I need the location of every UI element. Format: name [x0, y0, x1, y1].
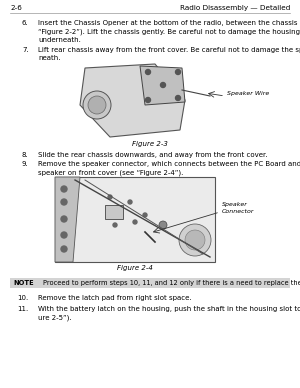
Text: Figure 2-3: Figure 2-3 [132, 141, 168, 147]
Circle shape [128, 200, 132, 204]
Circle shape [146, 69, 151, 74]
Circle shape [61, 216, 67, 222]
Text: Speaker Wire: Speaker Wire [227, 90, 269, 95]
Circle shape [176, 69, 181, 74]
Circle shape [176, 95, 181, 100]
Bar [55, 177, 215, 262]
Circle shape [159, 221, 167, 229]
Circle shape [160, 83, 166, 88]
Text: Slide the rear chassis downwards, and away from the front cover.: Slide the rear chassis downwards, and aw… [38, 152, 268, 158]
Text: Remove the latch pad from right slot space.: Remove the latch pad from right slot spa… [38, 295, 192, 301]
Circle shape [61, 232, 67, 238]
Text: 8.: 8. [22, 152, 29, 158]
Circle shape [61, 186, 67, 192]
Text: Speaker
Connector: Speaker Connector [222, 203, 254, 214]
Circle shape [146, 97, 151, 102]
Circle shape [133, 220, 137, 224]
Text: 11.: 11. [17, 306, 28, 312]
Bar [105, 205, 123, 219]
Circle shape [83, 91, 111, 119]
Text: 2-6: 2-6 [10, 5, 22, 11]
Circle shape [61, 246, 67, 252]
Text: Remove the speaker connector, which connects between the PC Board and the intern: Remove the speaker connector, which conn… [38, 161, 300, 175]
Polygon shape [55, 177, 80, 262]
Text: Proceed to perform steps 10, 11, and 12 only if there is a need to replace the l: Proceed to perform steps 10, 11, and 12 … [43, 280, 300, 286]
Text: Lift rear chassis away from the front cover. Be careful not to damage the speake: Lift rear chassis away from the front co… [38, 47, 300, 61]
Circle shape [185, 230, 205, 250]
Polygon shape [140, 66, 185, 105]
Text: 10.: 10. [17, 295, 28, 301]
Bar [10, 278, 290, 288]
Text: 6.: 6. [22, 20, 29, 26]
Circle shape [108, 195, 112, 199]
Circle shape [143, 213, 147, 217]
Circle shape [113, 223, 117, 227]
Text: Figure 2-4: Figure 2-4 [117, 265, 153, 271]
Circle shape [88, 96, 106, 114]
Circle shape [61, 199, 67, 205]
Text: Insert the Chassis Opener at the bottom of the radio, between the chassis and ho: Insert the Chassis Opener at the bottom … [38, 20, 300, 43]
Text: 9.: 9. [22, 161, 29, 167]
Text: Radio Disassembly — Detailed: Radio Disassembly — Detailed [180, 5, 290, 11]
Circle shape [179, 224, 211, 256]
Text: NOTE: NOTE [13, 280, 34, 286]
Text: 7.: 7. [22, 47, 29, 53]
Text: With the battery latch on the housing, push the shaft in the housing slot to the: With the battery latch on the housing, p… [38, 306, 300, 321]
Polygon shape [80, 64, 185, 137]
Circle shape [118, 207, 122, 211]
